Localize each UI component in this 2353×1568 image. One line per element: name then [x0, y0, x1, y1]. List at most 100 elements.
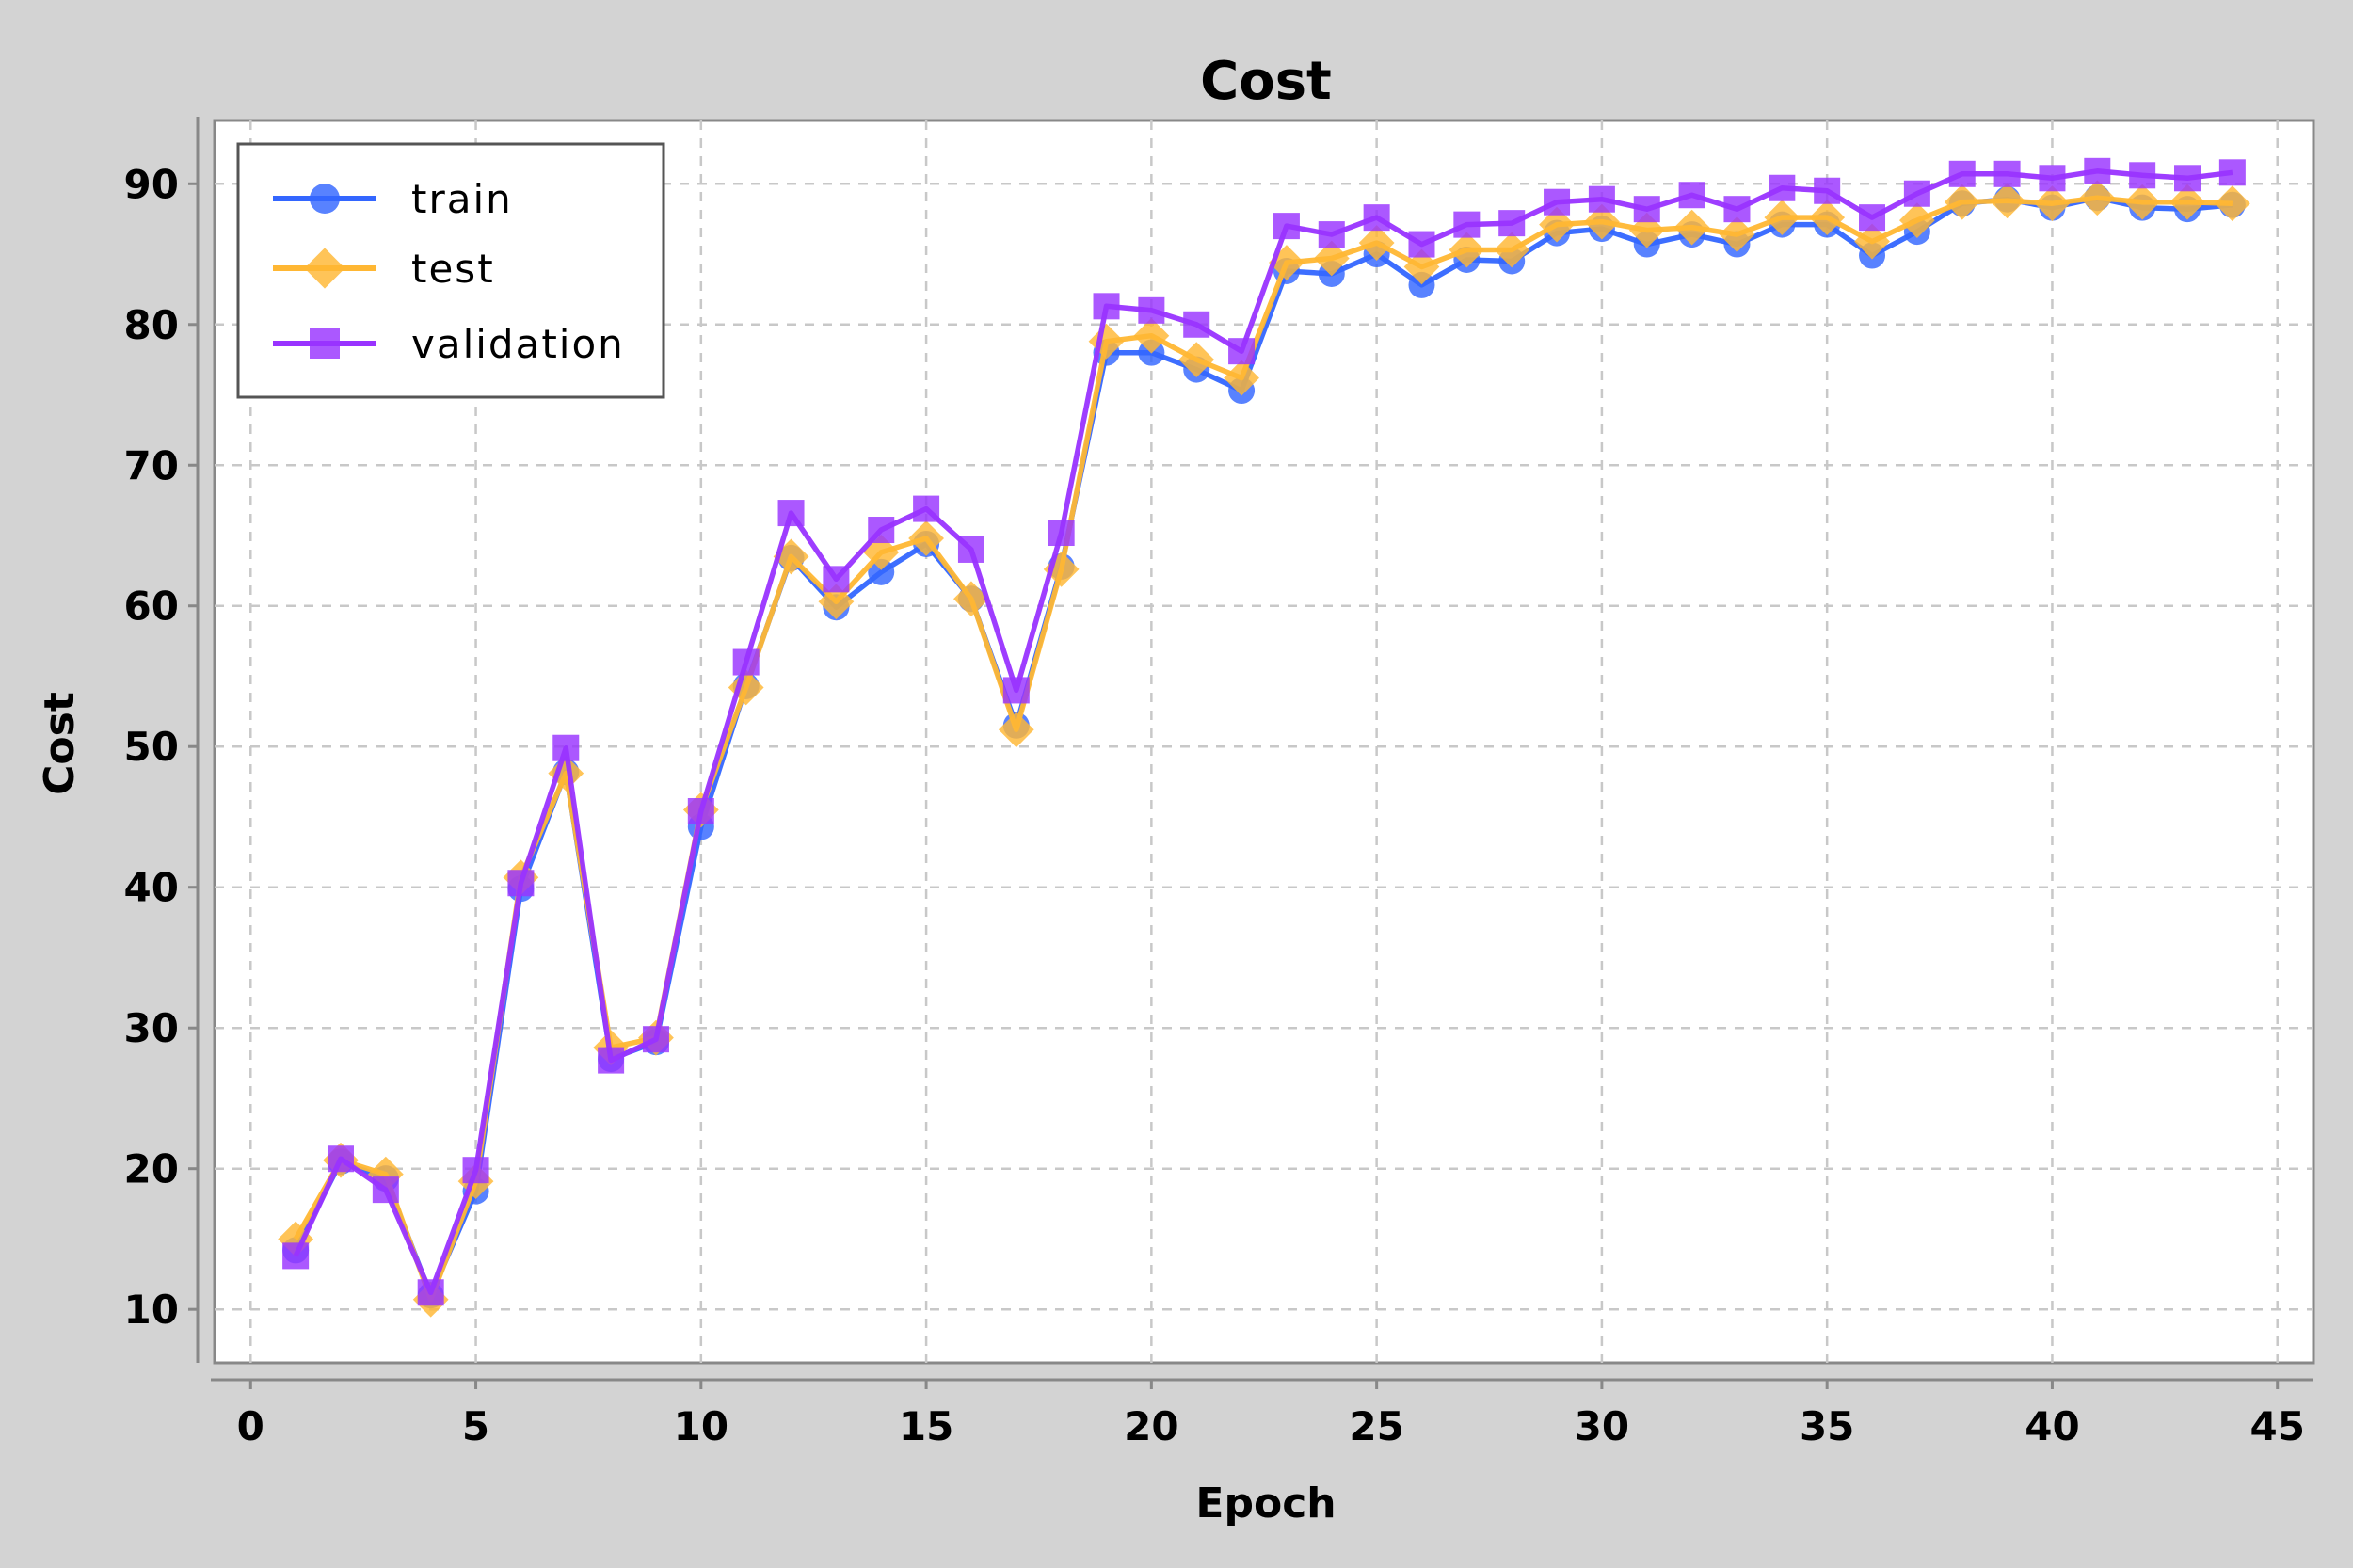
legend-marker-validation	[310, 328, 340, 359]
data-point-test	[1449, 232, 1485, 268]
data-point-test	[1539, 206, 1575, 243]
data-point-test	[1989, 183, 2025, 219]
data-point-test	[1854, 223, 1890, 260]
y-tick-label: 10	[124, 1287, 179, 1333]
data-point-validation	[327, 1145, 354, 1173]
legend-marker-train	[310, 184, 340, 214]
data-point-validation	[868, 517, 895, 544]
data-point-validation	[507, 870, 535, 897]
x-ticks: 0 5 10 15 20 25 30 35 40 45	[237, 1380, 2305, 1449]
y-ticks: 10 20 30 40 50 60 70 80 90	[124, 161, 198, 1333]
y-axis-label: Cost	[36, 692, 84, 795]
data-point-validation	[2218, 159, 2246, 186]
legend-item-validation: validation	[273, 321, 625, 367]
data-point-validation	[1363, 204, 1390, 232]
y-tick-label: 50	[124, 724, 179, 770]
data-point-validation	[1138, 296, 1165, 324]
data-point-test	[1043, 551, 1080, 587]
legend-label: train	[411, 176, 513, 222]
data-point-validation	[1859, 204, 1886, 232]
data-point-test	[2169, 184, 2205, 220]
data-point-validation	[687, 797, 714, 824]
data-point-validation	[1498, 210, 1526, 237]
data-point-test	[863, 535, 900, 570]
data-point-test	[1133, 317, 1170, 354]
data-point-train	[868, 558, 895, 585]
data-point-validation	[1228, 338, 1256, 365]
x-tick-label: 35	[1800, 1403, 1854, 1449]
data-point-validation	[1002, 677, 1030, 704]
data-point-test	[2124, 184, 2161, 220]
data-point-validation	[1318, 221, 1345, 248]
y-tick-label: 70	[124, 442, 179, 488]
y-tick-label: 20	[124, 1146, 179, 1192]
data-point-test	[908, 520, 944, 556]
data-point-validation	[732, 648, 760, 676]
data-point-train	[1408, 271, 1435, 298]
y-tick-label: 60	[124, 584, 179, 630]
data-point-test	[1313, 240, 1350, 277]
x-axis-label: Epoch	[1195, 1480, 1336, 1528]
series-layer	[278, 157, 2250, 1318]
data-point-validation	[1183, 311, 1210, 338]
data-point-test	[2214, 185, 2250, 222]
y-tick-label: 90	[124, 161, 179, 207]
data-point-validation	[1633, 196, 1660, 223]
data-point-validation	[1588, 185, 1615, 213]
data-point-validation	[1678, 182, 1705, 209]
data-point-validation	[1769, 174, 1796, 201]
data-point-test	[998, 712, 1034, 748]
legend: train test validation	[236, 142, 665, 399]
data-point-test	[1403, 248, 1440, 285]
data-point-test	[1673, 209, 1710, 246]
x-tick-label: 40	[2025, 1403, 2079, 1449]
data-point-validation	[1093, 293, 1120, 320]
data-point-validation	[1408, 231, 1435, 258]
x-tick-label: 15	[899, 1403, 953, 1449]
data-point-test	[1224, 360, 1259, 396]
legend-item-train: train	[273, 176, 513, 222]
data-point-test	[953, 581, 989, 617]
data-point-validation	[2174, 165, 2201, 192]
x-tick-label: 5	[462, 1403, 489, 1449]
data-point-validation	[1993, 160, 2021, 187]
data-point-validation	[777, 500, 805, 527]
y-tick-label: 30	[124, 1005, 179, 1051]
legend-marker-test	[304, 248, 345, 289]
x-tick-label: 20	[1124, 1403, 1178, 1449]
data-point-validation	[2039, 165, 2066, 192]
data-point-test	[2034, 185, 2071, 222]
data-point-validation	[913, 495, 940, 522]
data-point-test	[2079, 180, 2116, 216]
data-point-test	[1358, 225, 1395, 261]
legend-label: test	[411, 246, 495, 292]
data-point-validation	[1903, 180, 1930, 207]
data-point-validation	[598, 1047, 625, 1074]
data-point-test	[1764, 200, 1801, 236]
data-point-validation	[1723, 196, 1751, 223]
data-point-test	[818, 584, 855, 620]
data-point-validation	[1948, 160, 1976, 187]
data-point-validation	[823, 566, 850, 593]
series-validation	[282, 157, 2246, 1306]
data-point-test	[1944, 184, 1980, 220]
x-tick-label: 25	[1349, 1403, 1403, 1449]
data-point-test	[1494, 232, 1530, 268]
legend-item-test: test	[273, 246, 495, 292]
x-tick-label: 0	[237, 1403, 264, 1449]
data-point-test	[367, 1156, 404, 1192]
legend-label: validation	[411, 321, 625, 367]
x-tick-label: 10	[674, 1403, 728, 1449]
data-point-test	[1898, 202, 1935, 239]
data-point-test	[1584, 203, 1620, 240]
data-point-test	[1809, 200, 1846, 236]
data-point-test	[1719, 216, 1755, 252]
data-point-validation	[282, 1242, 310, 1270]
chart-title: Cost	[1200, 51, 1332, 112]
data-point-test	[1178, 342, 1215, 378]
data-point-validation	[552, 734, 580, 761]
data-point-validation	[372, 1176, 399, 1204]
data-point-validation	[957, 536, 984, 563]
data-point-validation	[2129, 162, 2156, 189]
x-tick-label: 30	[1575, 1403, 1629, 1449]
